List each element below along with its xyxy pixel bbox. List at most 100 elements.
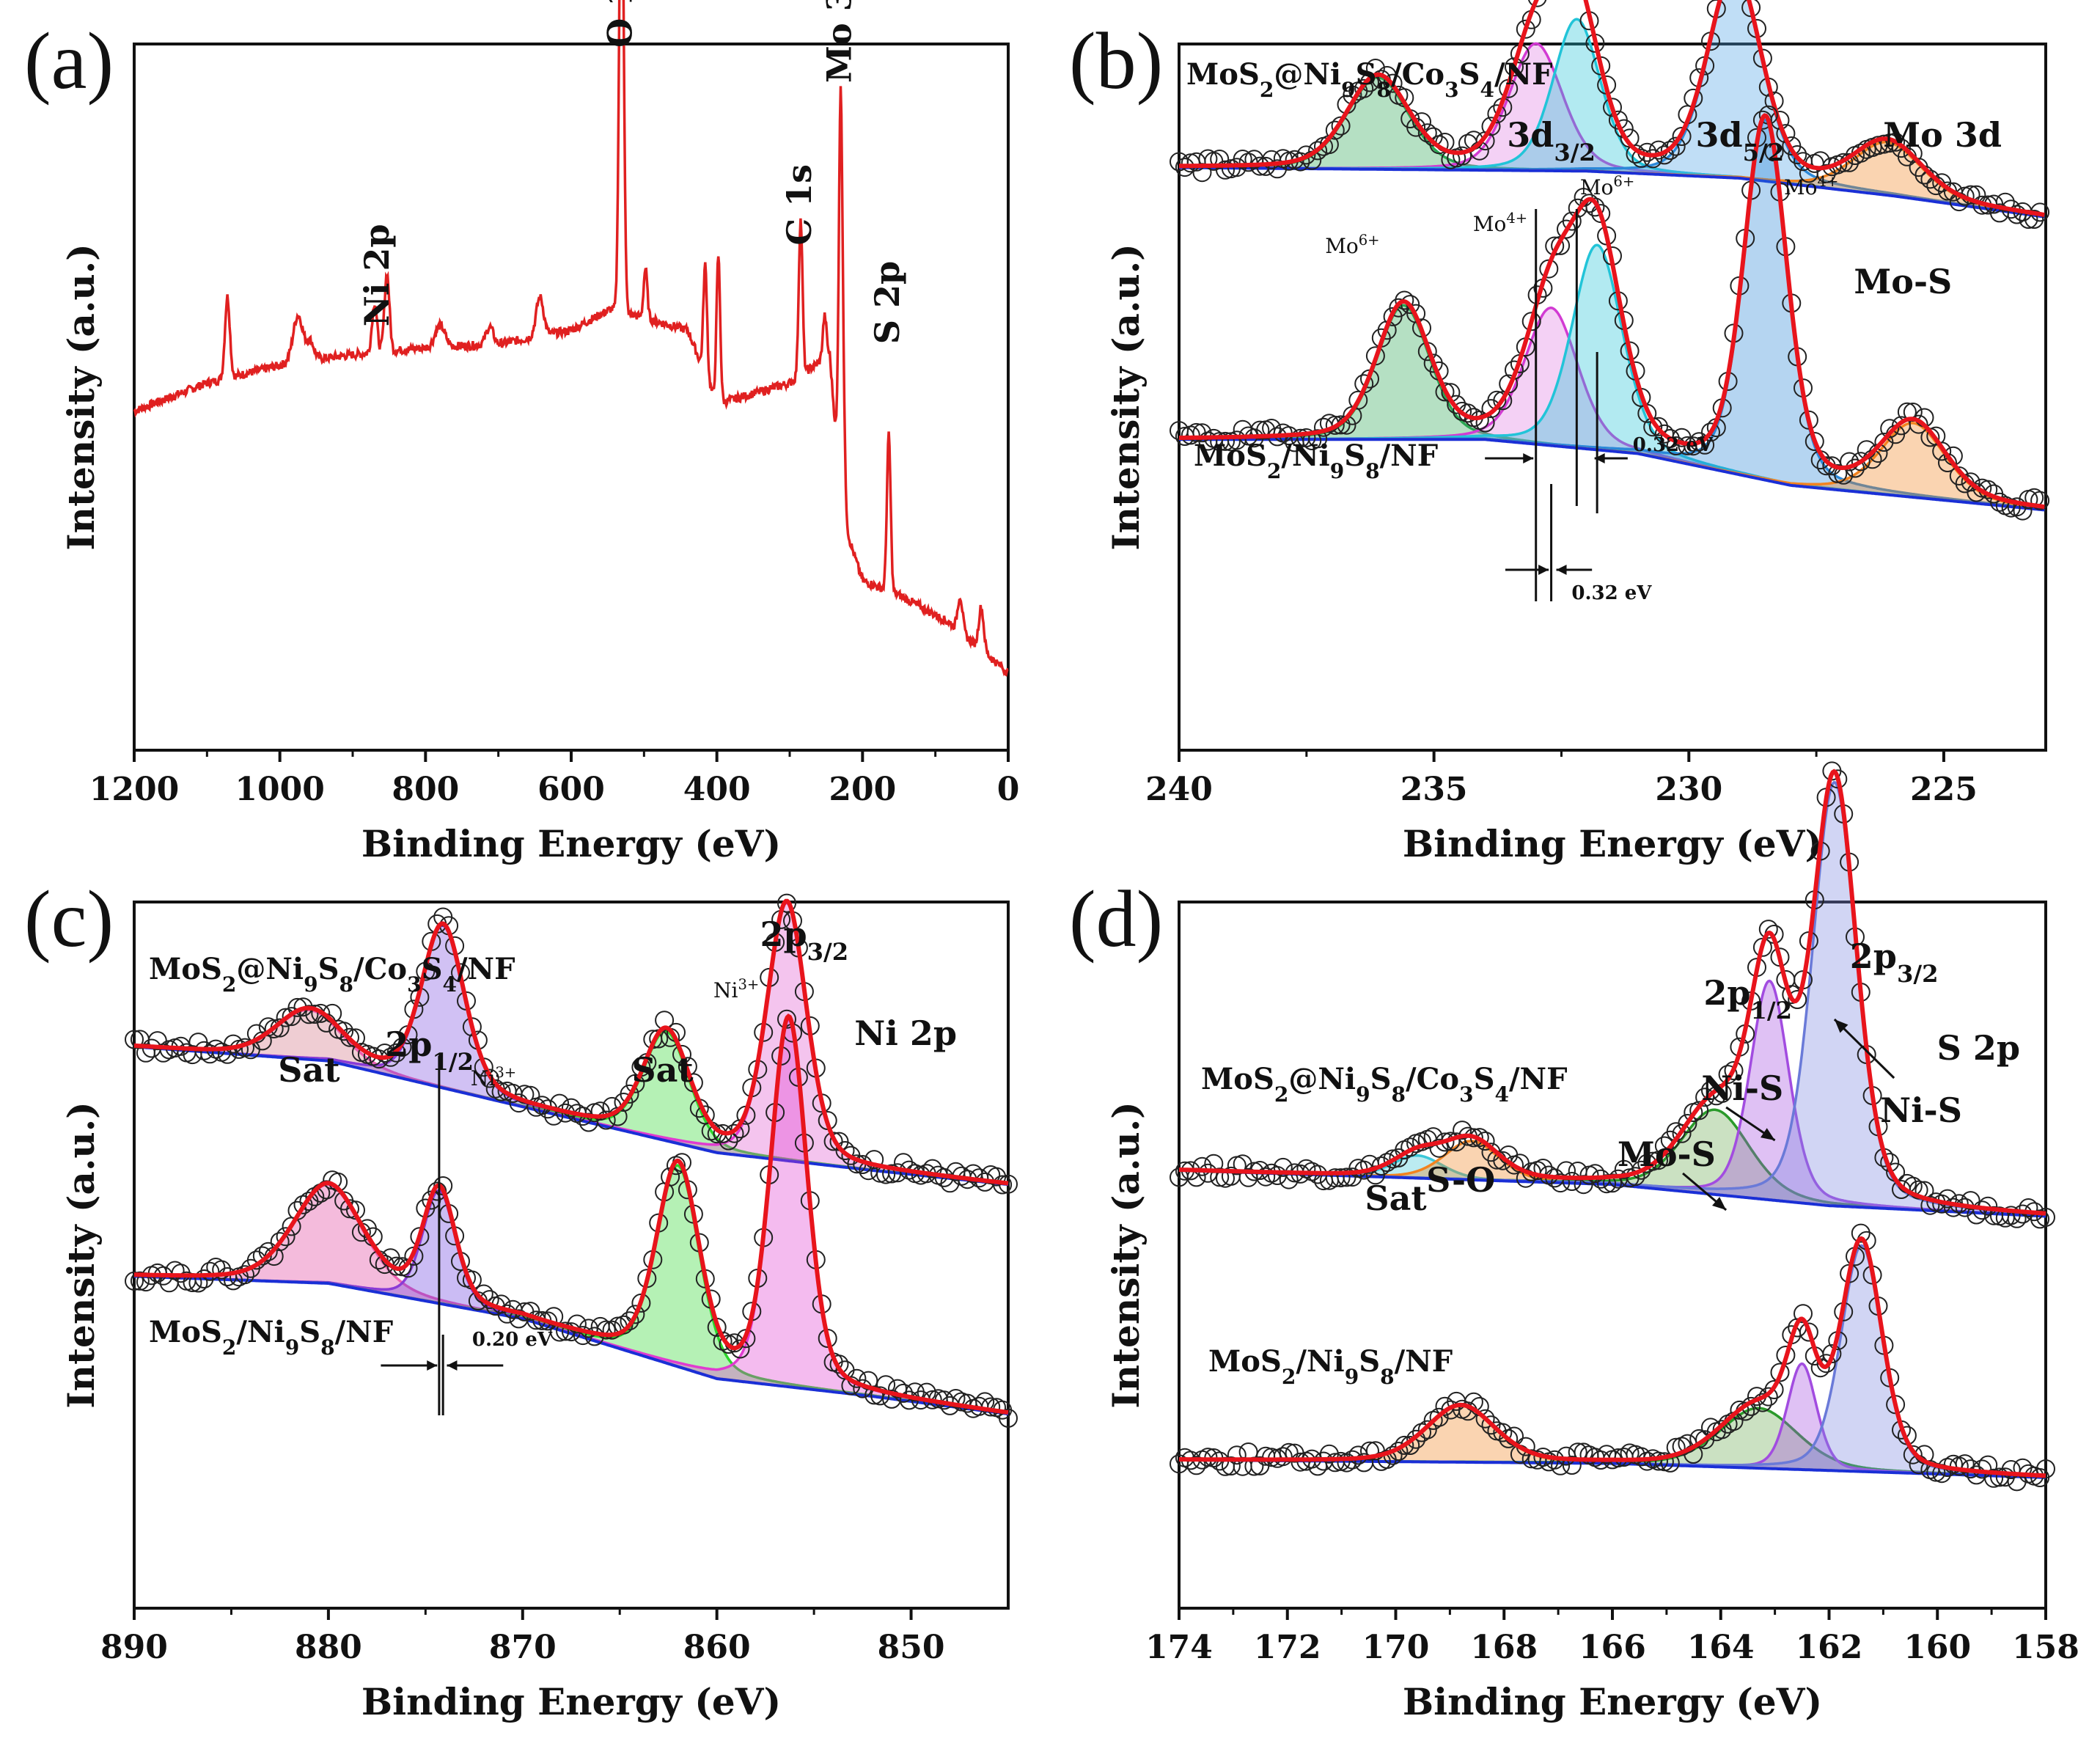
x-tick-label: 225 [1910, 771, 1978, 808]
y-axis-title: Intensity (a.u.) [1104, 1101, 1148, 1409]
peak-3d32: 3d3/2 [1507, 115, 1596, 166]
data-point [1666, 136, 1686, 156]
background-line [133, 1045, 1009, 1187]
x-tick-label: 170 [1362, 1629, 1430, 1666]
data-point [1360, 1441, 1379, 1461]
x-tick-label: 162 [1796, 1629, 1863, 1666]
label-mo4-a: Mo4+ [1473, 210, 1527, 237]
panel-title: S 2p [1937, 1028, 2020, 1068]
series-reference [1170, 1223, 2055, 1492]
x-axis-title: Binding Energy (eV) [1403, 822, 1822, 865]
data-point [1308, 141, 1328, 161]
data-point [1389, 298, 1409, 318]
series-reference [125, 1009, 1018, 1428]
panel-letter: (d) [1069, 874, 1163, 964]
data-point [1631, 1447, 1651, 1467]
data-point [1909, 414, 1928, 434]
label-ni3-b: Ni3+ [713, 976, 759, 1003]
data-point [340, 1027, 359, 1047]
peak-label: C 1s [779, 164, 819, 246]
x-tick-label: 1200 [89, 771, 179, 808]
peak-2p32: 2p3/2 [760, 914, 848, 966]
data-point [823, 1132, 843, 1151]
peak-2p12: 2p1/2 [1703, 973, 1792, 1024]
x-tick-label: 235 [1400, 771, 1468, 808]
sample-label-reference: MoS2/Ni9S8/NF [1194, 439, 1438, 483]
fit-envelope [1179, 113, 2045, 510]
data-point [1788, 145, 1807, 164]
component-fill [1179, 782, 2046, 1217]
component-fill [1179, 305, 2045, 510]
data-point [1961, 472, 1980, 492]
fit-envelope [1178, 769, 2046, 1216]
data-point [212, 1260, 232, 1280]
panel-a: (a) [24, 0, 1010, 762]
data-point [491, 1082, 511, 1101]
shift-label: 0.20 eV [472, 1329, 553, 1351]
x-tick-label: 890 [100, 1629, 168, 1666]
data-point [625, 1074, 645, 1093]
series-composite [1170, 761, 2055, 1229]
data-point [1516, 19, 1535, 39]
data-point [829, 1354, 849, 1374]
data-point [1562, 1172, 1582, 1191]
sample-label-composite: MoS2@Ni9S8/Co3S4/NF [149, 952, 515, 997]
x-tick-label: 850 [878, 1629, 945, 1666]
peak-label: S 2p [867, 261, 907, 344]
panel-letter: (c) [24, 874, 114, 964]
series-composite [1170, 0, 2050, 229]
data-point [1481, 1415, 1501, 1435]
peak-2p32: 2p3/2 [1850, 936, 1939, 988]
data-point [1395, 290, 1414, 310]
data-point [1932, 441, 1952, 461]
x-tick-label: 600 [537, 771, 605, 808]
panel-c: (c) [24, 874, 1018, 1620]
data-point [1851, 1223, 1870, 1243]
data-point [386, 1043, 406, 1063]
data-point [1227, 1445, 1247, 1465]
data-point [1296, 145, 1316, 165]
data-point [1903, 144, 1923, 164]
data-point [218, 1044, 238, 1064]
label-ni-s-1: Ni-S [1701, 1068, 1783, 1108]
arrow-head [1523, 453, 1534, 463]
label-mo-s: Mo-S [1854, 262, 1952, 301]
data-point [567, 1314, 587, 1334]
fit-envelope [1179, 1236, 2046, 1478]
component-fill [134, 1165, 1008, 1415]
data-point [620, 1311, 639, 1331]
fit-envelope [134, 1013, 1009, 1415]
component-peak [133, 1018, 1009, 1415]
data-point [1562, 1456, 1582, 1475]
data-point [1216, 431, 1235, 451]
x-axis-title: Binding Energy (eV) [1403, 1680, 1822, 1723]
component-fill [1179, 1155, 2046, 1217]
sample-label-reference: MoS2/Ni9S8/NF [1208, 1344, 1453, 1389]
data-point [1475, 1132, 1495, 1151]
data-point [1880, 419, 1900, 439]
data-point [1192, 1156, 1212, 1176]
data-point [1955, 1454, 1975, 1474]
data-point [2036, 1459, 2055, 1478]
component-fill [134, 903, 1008, 1185]
data-point [1984, 1468, 2004, 1488]
x-tick-label: 800 [392, 771, 459, 808]
panel-title: Ni 2p [854, 1013, 957, 1053]
label-mo6-b: Mo6+ [1580, 173, 1634, 200]
arrow-head [1834, 1019, 1848, 1033]
data-point [625, 1305, 645, 1324]
data-point [1360, 73, 1379, 92]
arrow-head [447, 1360, 458, 1371]
x-tick-label: 200 [829, 771, 896, 808]
data-point [1752, 110, 1772, 130]
arrow-head [1761, 1128, 1775, 1140]
data-point [1585, 197, 1605, 217]
label-sat: Sat [1365, 1178, 1427, 1218]
data-point [264, 1019, 284, 1038]
background-line [1179, 438, 2045, 512]
data-point [993, 1175, 1013, 1195]
data-point [2001, 1460, 2021, 1479]
label-ni-s-2: Ni-S [1880, 1090, 1962, 1130]
arrow-head [1594, 453, 1605, 463]
data-point [1788, 990, 1807, 1009]
